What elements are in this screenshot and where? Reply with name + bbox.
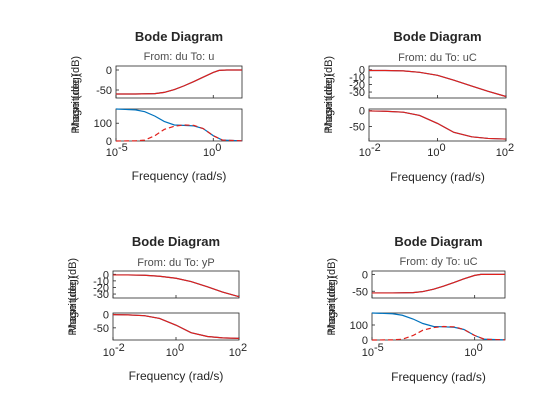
magnitude-axis-label: Magnitude (dB) — [67, 258, 79, 333]
phase-plot: 100 0 — [94, 108, 243, 148]
xtick-base: 10 — [427, 147, 439, 159]
xtick-exponent: 0 — [215, 142, 221, 154]
magnitude-ytick-label: -50 — [352, 286, 368, 298]
magnitude-plot: 0 -50 — [96, 65, 243, 99]
phase-axis-label: Phase (deg) — [326, 276, 338, 336]
chart-subtitle: From: du To: uC — [398, 52, 477, 64]
magnitude-plot: 0-50 — [352, 269, 506, 299]
magnitude-ytick-label: -20 — [93, 282, 109, 294]
phase-axis-label: Phase (deg) — [67, 276, 79, 336]
phase-ytick-label: 0 — [106, 136, 112, 148]
magnitude-ytick-label: -20 — [349, 80, 365, 92]
phase-series-model — [112, 314, 240, 339]
phase-series-model — [368, 110, 507, 140]
phase-ytick-label: 0 — [359, 106, 365, 118]
xtick-exponent: 2 — [241, 342, 247, 354]
phase-ytick-label: 0 — [103, 309, 109, 321]
magnitude-ytick-label: -30 — [349, 87, 365, 99]
x-axis-label: Frequency (rad/s) — [391, 370, 486, 384]
xtick-exponent: 0 — [178, 342, 184, 354]
phase-ytick-label: 0 — [362, 335, 368, 347]
x-axis-label: Frequency (rad/s) — [390, 170, 485, 184]
phase-ytick-label: 100 — [94, 118, 112, 130]
phase-plot: 0-50 — [349, 106, 507, 142]
xtick-label: 10 2 — [229, 342, 247, 359]
xtick-base: 10 — [203, 147, 215, 159]
magnitude-series-model — [116, 69, 242, 95]
phase-axes-frame — [112, 312, 240, 341]
x-axis-label: Frequency (rad/s) — [132, 169, 227, 183]
phase-series-model-dashed — [115, 124, 243, 142]
xtick-exponent: -2 — [371, 142, 381, 154]
xtick-base: 10 — [362, 347, 374, 359]
bode-chart-3: Bode Diagram From: du To: yP Magnitude (dB… — [67, 234, 247, 383]
xtick-exponent: -2 — [115, 342, 125, 354]
xtick-base: 10 — [166, 347, 178, 359]
magnitude-ytick-label: 0 — [106, 65, 112, 77]
magnitude-ytick-label: 0 — [359, 65, 365, 77]
chart-subtitle: From: du To: u — [144, 51, 215, 63]
magnitude-axis-label: Magnitude (dB) — [70, 56, 82, 131]
phase-ytick-label: 100 — [350, 320, 368, 332]
magnitude-plot: 0-10-20-30 — [349, 65, 507, 99]
xtick-exponent: -5 — [118, 142, 128, 154]
magnitude-series-model — [372, 273, 505, 294]
magnitude-axes-frame — [115, 65, 243, 99]
phase-ytick-label: -50 — [349, 122, 365, 134]
phase-axes-frame — [368, 108, 507, 142]
xtick-base: 10 — [359, 147, 371, 159]
magnitude-axis-label: Magnitude (dB) — [326, 258, 338, 333]
magnitude-ytick-label: -10 — [349, 72, 365, 84]
xtick-exponent: 2 — [508, 142, 514, 154]
xtick-base: 10 — [496, 147, 508, 159]
phase-ytick-label: -50 — [93, 323, 109, 335]
xtick-label: 10 0 — [464, 342, 482, 359]
chart-title: Bode Diagram — [393, 29, 481, 44]
xtick-label: 10 0 — [203, 142, 221, 159]
xtick-exponent: 0 — [477, 342, 483, 354]
magnitude-axes-frame — [368, 65, 507, 99]
xtick-base: 10 — [106, 147, 118, 159]
magnitude-axes-frame — [371, 270, 506, 299]
chart-subtitle: From: du To: yP — [137, 257, 214, 269]
xtick-exponent: -5 — [374, 342, 384, 354]
magnitude-ytick-label: -50 — [96, 85, 112, 97]
xtick-label: 10 -5 — [362, 342, 384, 359]
phase-axis-label: Phase (deg) — [323, 74, 335, 134]
phase-axis-label: Phase (deg) — [70, 74, 82, 134]
xtick-exponent: 0 — [440, 142, 446, 154]
xtick-base: 10 — [464, 347, 476, 359]
chart-title: Bode Diagram — [394, 234, 482, 249]
phase-plot: 0-50 — [93, 309, 240, 341]
magnitude-axis-label: Magnitude (dB) — [323, 56, 335, 131]
xtick-label: 10 0 — [166, 342, 184, 359]
xtick-base: 10 — [103, 347, 115, 359]
bode-chart-4: Bode Diagram From: dy To: uC Magnitude (dB… — [326, 234, 506, 384]
xtick-label: 10 2 — [496, 142, 514, 159]
phase-series-model-dashed — [371, 325, 506, 341]
magnitude-series-model — [113, 274, 240, 298]
chart-subtitle: From: dy To: uC — [399, 256, 477, 268]
chart-title: Bode Diagram — [132, 234, 220, 249]
magnitude-ytick-label: -10 — [93, 276, 109, 288]
bode-chart-2: Bode Diagram From: du To: uC Magnitude (dB… — [323, 29, 514, 184]
magnitude-ytick-label: 0 — [103, 269, 109, 281]
xtick-base: 10 — [229, 347, 241, 359]
x-axis-label: Frequency (rad/s) — [129, 369, 224, 383]
xtick-label: 10 -2 — [103, 342, 125, 359]
chart-title: Bode Diagram — [135, 29, 223, 44]
xtick-label: 10 -5 — [106, 142, 128, 159]
bode-chart-1: Bode Diagram From: du To: u Magnitude (dB)… — [70, 29, 243, 183]
magnitude-series-model — [369, 69, 507, 98]
magnitude-ytick-label: 0 — [362, 269, 368, 281]
xtick-label: 10 0 — [427, 142, 445, 159]
magnitude-plot: 0-10-20-30 — [93, 269, 240, 301]
xtick-label: 10 -2 — [359, 142, 381, 159]
magnitude-ytick-label: -30 — [93, 289, 109, 301]
